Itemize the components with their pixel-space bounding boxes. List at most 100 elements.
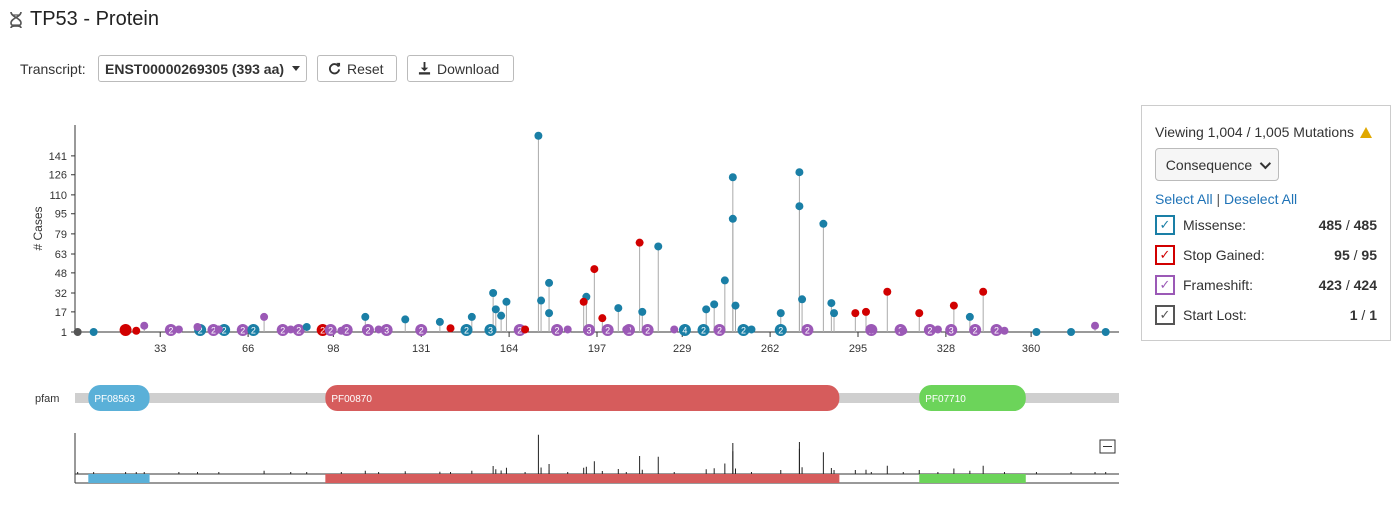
mutation-point [795, 202, 804, 211]
legend-item-count: 95 / 95 [1334, 247, 1377, 263]
checkbox-missense[interactable]: ✓ [1155, 215, 1175, 235]
mutation-point [132, 326, 141, 335]
mutation-count-bubble [713, 324, 726, 336]
checkbox-frameshift[interactable]: ✓ [1155, 275, 1175, 295]
mutation-point [302, 322, 311, 331]
mutation-count-label: 2 [211, 326, 216, 336]
download-button[interactable]: Download [407, 55, 514, 82]
mutation-point [883, 287, 892, 296]
mutation-point [193, 322, 202, 331]
mutation-point [521, 325, 530, 334]
legend-item-missense[interactable]: ✓ Missense: 485 / 485 [1155, 214, 1377, 236]
consequence-dropdown-label: Consequence [1165, 156, 1253, 173]
mutation-count-bubble [801, 324, 814, 336]
legend-item-frameshift[interactable]: ✓ Frameshift: 423 / 424 [1155, 274, 1377, 296]
mutation-point [795, 168, 804, 177]
legend-item-count: 423 / 424 [1318, 277, 1377, 293]
mutation-count-bubble [380, 324, 393, 336]
legend-item-start-lost[interactable]: ✓ Start Lost: 1 / 1 [1155, 304, 1377, 326]
overview-domain [325, 474, 840, 483]
mutation-count-bubble [969, 324, 982, 336]
mutation-count-label: 3 [587, 326, 592, 336]
mutation-point [614, 304, 623, 313]
mutation-point [401, 315, 410, 324]
legend-item-count: 1 / 1 [1349, 307, 1377, 323]
overview-domain [88, 474, 150, 483]
mutation-count-label: 2 [280, 326, 285, 336]
mutation-point [590, 265, 599, 274]
mutation-count-label: 2 [251, 326, 256, 336]
deselect-all-link[interactable]: Deselect All [1224, 191, 1298, 207]
dna-icon [10, 11, 22, 28]
consequence-dropdown[interactable]: Consequence [1155, 148, 1279, 181]
mutation-point [861, 307, 870, 316]
mutation-count-label: 2 [296, 326, 301, 336]
x-tick-label: 164 [500, 343, 518, 355]
mutation-point [979, 287, 988, 296]
select-all-link[interactable]: Select All [1155, 191, 1213, 207]
mutation-point [1101, 328, 1110, 336]
mutation-count-bubble [923, 324, 936, 336]
mutation-point [73, 328, 82, 336]
mutation-point [899, 326, 908, 335]
mutation-count-label: 2 [741, 326, 746, 336]
reset-button[interactable]: Reset [317, 55, 397, 82]
mutation-count-bubble [990, 324, 1003, 336]
page-title-container: TP53 - Protein [8, 8, 159, 31]
mutation-point [710, 300, 719, 309]
mutation-count-label: 2 [198, 326, 203, 336]
mutation-count-bubble [601, 324, 614, 336]
pfam-domain [919, 385, 1026, 411]
chevron-down-icon [1259, 157, 1272, 169]
transcript-label: Transcript: [20, 61, 86, 77]
mutation-count-label: 2 [168, 326, 173, 336]
mutation-point [502, 297, 511, 306]
checkbox-stop-gained[interactable]: ✓ [1155, 245, 1175, 265]
mutation-point [728, 214, 737, 223]
mutation-point [174, 325, 183, 334]
checkbox-start-lost[interactable]: ✓ [1155, 305, 1175, 325]
mutation-point [337, 326, 346, 335]
viewing-summary: Viewing 1,004 / 1,005 Mutations [1155, 124, 1372, 140]
mutation-count-bubble [737, 324, 750, 336]
mutation-point [598, 314, 607, 323]
mutation-point [214, 325, 223, 334]
mutation-count-bubble [292, 324, 305, 336]
y-tick-label: 79 [55, 229, 67, 241]
mutation-point [798, 295, 807, 304]
transcript-select[interactable]: ENST00000269305 (393 aa) [98, 55, 307, 82]
mutation-point [89, 328, 98, 336]
caret-down-icon [292, 66, 300, 71]
mutation-count-label: 2 [701, 326, 706, 336]
mutation-count-label: 2 [717, 326, 722, 336]
warning-icon [1360, 126, 1372, 138]
mutation-count-bubble [460, 324, 473, 336]
legend-item-label: Frameshift: [1183, 277, 1254, 293]
mutation-count-bubble [678, 324, 691, 336]
y-tick-label: 1 [61, 327, 67, 339]
y-tick-label: 63 [55, 249, 67, 261]
mutation-point [731, 301, 740, 310]
mutation-count-bubble [484, 324, 497, 336]
mutation-count-label: 2 [419, 326, 424, 336]
mutation-count-bubble [164, 324, 177, 336]
mutation-point [579, 297, 588, 306]
mutation-point [497, 311, 506, 320]
legend-item-stop-gained[interactable]: ✓ Stop Gained: 95 / 95 [1155, 244, 1377, 266]
mutation-count-label: 2 [555, 326, 560, 336]
mutation-count-label: 2 [344, 326, 349, 336]
mutation-point [545, 278, 554, 287]
mutation-count-label: 2 [240, 326, 245, 336]
mutation-point [563, 325, 572, 334]
mutation-point [140, 321, 149, 330]
track-label: pfam [35, 393, 59, 405]
x-tick-label: 197 [588, 343, 606, 355]
mutation-point [435, 317, 444, 326]
mutation-point [260, 312, 269, 321]
mutation-point [654, 242, 663, 251]
x-tick-label: 131 [412, 343, 430, 355]
link-separator: | [1216, 191, 1221, 207]
mutation-count-bubble [324, 324, 337, 336]
x-tick-label: 262 [761, 343, 779, 355]
